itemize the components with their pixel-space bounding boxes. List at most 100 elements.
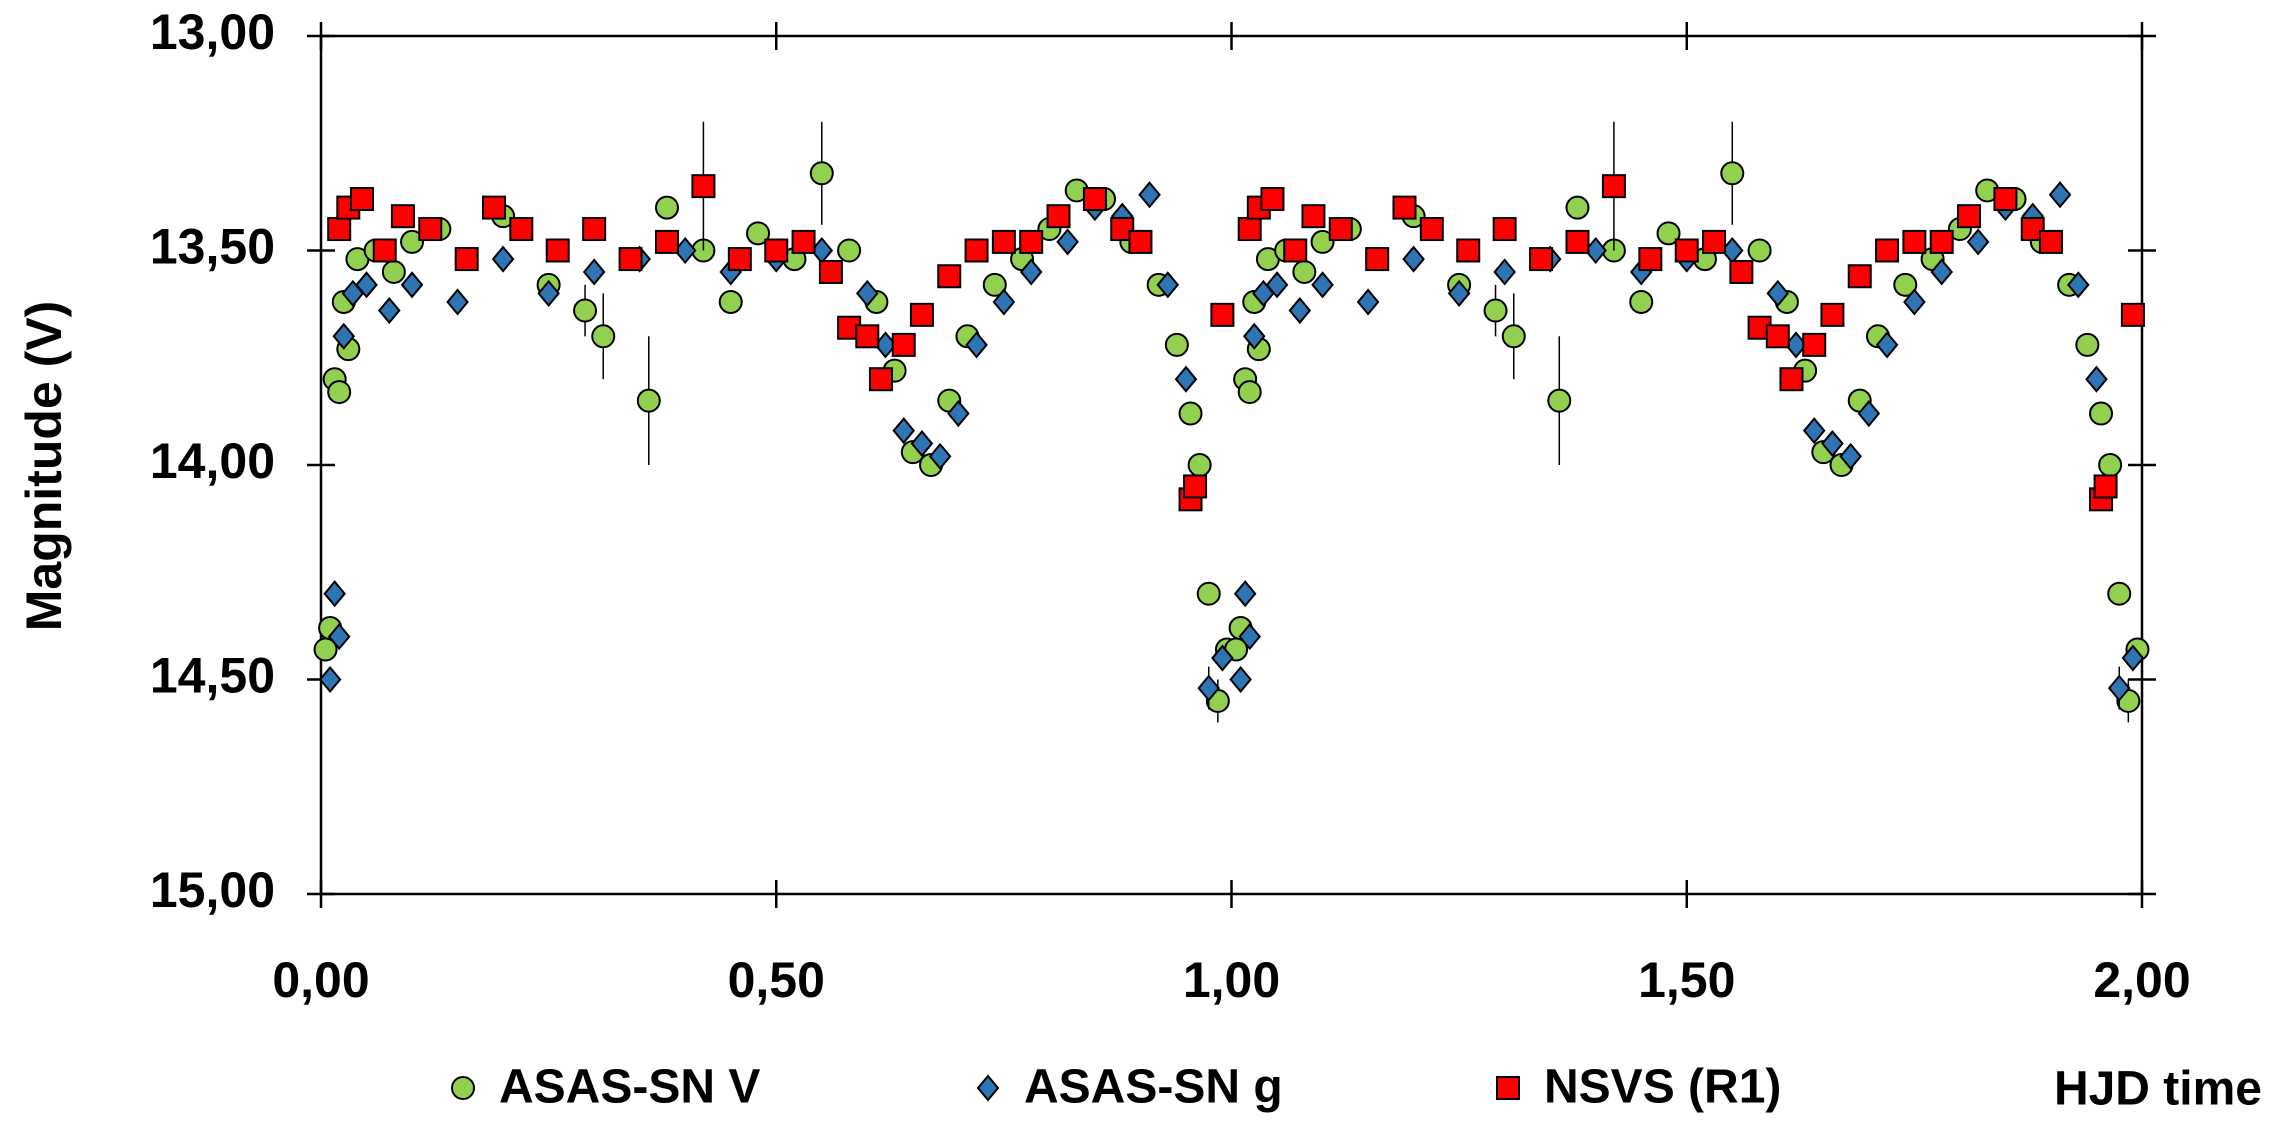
data-point bbox=[636, 388, 661, 413]
data-point bbox=[446, 288, 469, 316]
data-point bbox=[1529, 247, 1554, 272]
data-point bbox=[965, 331, 988, 359]
x-tick-label: 1,50 bbox=[1638, 952, 1735, 1008]
data-point bbox=[2089, 401, 2114, 426]
data-point bbox=[1766, 279, 1790, 307]
data-point bbox=[1802, 332, 1827, 357]
data-point bbox=[327, 623, 351, 651]
data-point bbox=[1402, 245, 1425, 273]
data-point bbox=[2093, 474, 2118, 499]
legend-label: ASAS-SN V bbox=[499, 1061, 760, 1114]
y-axis-label: Magnitude (V) bbox=[16, 301, 72, 632]
data-point bbox=[1242, 322, 1266, 350]
data-point bbox=[418, 217, 443, 242]
data-point bbox=[718, 289, 743, 314]
data-point bbox=[1966, 228, 1990, 256]
data-point bbox=[1875, 331, 1899, 359]
data-point bbox=[381, 259, 406, 284]
data-point bbox=[1310, 229, 1335, 254]
data-point bbox=[1156, 271, 1180, 299]
data-point bbox=[1847, 264, 1872, 289]
data-point bbox=[1365, 247, 1390, 272]
data-point bbox=[991, 229, 1016, 254]
x-tick-label: 0,00 bbox=[272, 952, 369, 1008]
data-point bbox=[2107, 674, 2131, 702]
data-point bbox=[1311, 271, 1334, 299]
data-point bbox=[992, 288, 1016, 316]
data-point bbox=[727, 247, 752, 272]
data-point bbox=[1046, 204, 1071, 229]
data-point bbox=[1019, 229, 1044, 254]
data-point bbox=[1288, 296, 1312, 325]
data-point bbox=[1183, 474, 1208, 499]
data-point bbox=[355, 271, 378, 299]
data-point bbox=[537, 279, 560, 307]
data-point bbox=[1565, 229, 1590, 254]
data-point bbox=[1237, 217, 1262, 242]
data-point bbox=[1260, 187, 1285, 212]
data-point bbox=[1765, 324, 1790, 349]
data-point bbox=[323, 580, 346, 608]
data-point bbox=[377, 296, 401, 325]
data-point bbox=[327, 217, 352, 242]
data-point bbox=[1164, 332, 1189, 357]
data-point bbox=[327, 380, 352, 405]
data-point bbox=[947, 399, 970, 428]
data-point bbox=[2020, 217, 2045, 242]
data-point bbox=[491, 245, 515, 273]
data-point bbox=[1265, 271, 1289, 299]
data-point bbox=[1301, 204, 1326, 229]
data-point bbox=[1483, 298, 1508, 323]
data-point bbox=[573, 298, 598, 323]
data-point bbox=[1128, 229, 1153, 254]
data-point bbox=[1110, 217, 1135, 242]
data-point bbox=[1629, 289, 1654, 314]
data-point bbox=[1839, 442, 1862, 470]
data-point bbox=[618, 247, 643, 272]
data-point bbox=[1238, 623, 1262, 651]
data-point bbox=[937, 264, 962, 289]
data-point bbox=[654, 195, 679, 220]
data-point bbox=[349, 187, 374, 212]
data-point bbox=[1902, 229, 1927, 254]
data-point bbox=[1903, 288, 1926, 316]
data-point bbox=[1210, 302, 1235, 327]
data-point bbox=[400, 271, 424, 299]
data-point bbox=[400, 229, 425, 254]
data-point bbox=[1456, 238, 1481, 263]
data-point bbox=[1821, 429, 1844, 458]
data-point bbox=[1674, 238, 1699, 263]
data-point bbox=[2066, 271, 2090, 299]
data-point bbox=[746, 221, 771, 246]
y-tick-label: 15,00 bbox=[150, 862, 275, 918]
data-point bbox=[1082, 187, 1107, 212]
data-point bbox=[1211, 644, 1234, 672]
data-point bbox=[591, 324, 616, 349]
data-point bbox=[1993, 187, 2018, 212]
x-axis-label: HJD time bbox=[2054, 1063, 2262, 1116]
data-point bbox=[1747, 238, 1772, 263]
data-point bbox=[1138, 181, 1161, 209]
data-point bbox=[1197, 674, 1221, 702]
data-point bbox=[1328, 217, 1353, 242]
data-point bbox=[332, 322, 356, 350]
data-point bbox=[868, 367, 893, 392]
data-point bbox=[1601, 174, 1626, 199]
data-point bbox=[1957, 204, 1982, 229]
data-point bbox=[1356, 288, 1380, 316]
data-point bbox=[2107, 581, 2132, 606]
data-point bbox=[1638, 247, 1663, 272]
data-point bbox=[2075, 332, 2100, 357]
data-point bbox=[1547, 388, 1572, 413]
data-point bbox=[654, 229, 679, 254]
data-point bbox=[1492, 217, 1517, 242]
data-point bbox=[1292, 259, 1317, 284]
data-point bbox=[855, 324, 880, 349]
data-point bbox=[2048, 181, 2072, 209]
data-point bbox=[1875, 238, 1900, 263]
legend-marker bbox=[1496, 1076, 1520, 1100]
data-point bbox=[2098, 453, 2123, 477]
data-point bbox=[2121, 644, 2145, 672]
data-point bbox=[509, 217, 534, 242]
y-tick-label: 13,00 bbox=[150, 4, 275, 60]
